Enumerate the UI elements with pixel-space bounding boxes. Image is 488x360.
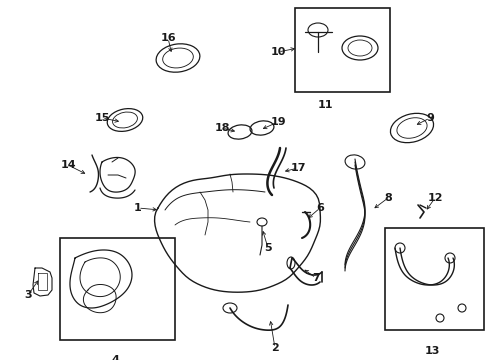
Text: 19: 19: [270, 117, 285, 127]
Text: 10: 10: [270, 47, 285, 57]
Text: 9: 9: [425, 113, 433, 123]
Text: 7: 7: [311, 273, 319, 283]
Bar: [294, 8, 389, 92]
Text: 18: 18: [214, 123, 229, 133]
Text: 4: 4: [111, 355, 119, 360]
Text: 17: 17: [290, 163, 305, 173]
Text: 8: 8: [384, 193, 391, 203]
Text: 16: 16: [160, 33, 176, 43]
Text: 15: 15: [94, 113, 109, 123]
Bar: [384, 228, 483, 330]
Text: 13: 13: [424, 346, 439, 356]
Text: 2: 2: [270, 343, 278, 353]
Text: 6: 6: [315, 203, 323, 213]
Text: 14: 14: [60, 160, 76, 170]
Bar: [60, 238, 175, 340]
Text: 12: 12: [427, 193, 442, 203]
Text: 11: 11: [317, 100, 332, 110]
Text: 1: 1: [134, 203, 142, 213]
Text: 3: 3: [24, 290, 32, 300]
Text: 5: 5: [264, 243, 271, 253]
